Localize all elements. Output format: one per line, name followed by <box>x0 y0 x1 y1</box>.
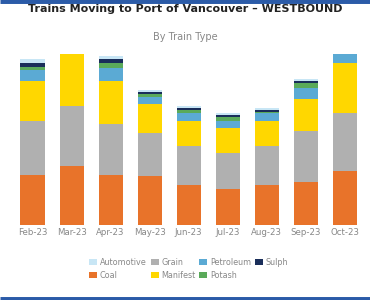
Bar <box>98 124 123 175</box>
Bar <box>333 63 357 113</box>
Bar <box>60 27 84 32</box>
Bar <box>176 113 201 121</box>
Bar <box>138 176 162 225</box>
Bar <box>176 108 201 110</box>
Bar <box>20 81 45 121</box>
Bar <box>60 32 84 40</box>
Bar <box>216 115 240 117</box>
Text: By Train Type: By Train Type <box>153 32 217 41</box>
Bar <box>216 117 240 121</box>
Bar <box>294 88 318 99</box>
Bar <box>60 106 84 166</box>
Bar <box>255 113 279 121</box>
Bar <box>98 63 123 68</box>
Bar <box>60 52 84 106</box>
Bar <box>294 79 318 81</box>
Bar <box>294 182 318 225</box>
Bar <box>255 108 279 110</box>
Bar <box>333 38 357 41</box>
Bar <box>20 67 45 70</box>
Bar <box>20 63 45 67</box>
Bar <box>138 104 162 133</box>
Bar <box>176 106 201 108</box>
Bar <box>333 171 357 225</box>
Bar <box>294 81 318 83</box>
Bar <box>60 166 84 225</box>
Bar <box>255 110 279 112</box>
Bar <box>20 121 45 175</box>
Bar <box>98 175 123 225</box>
Bar <box>333 113 357 171</box>
Bar <box>138 133 162 176</box>
Bar <box>294 83 318 88</box>
Bar <box>138 90 162 92</box>
Bar <box>333 47 357 52</box>
Bar <box>176 146 201 185</box>
Bar <box>255 146 279 185</box>
Bar <box>216 153 240 189</box>
Bar <box>333 52 357 63</box>
Bar <box>333 41 357 47</box>
Bar <box>20 175 45 225</box>
Bar <box>294 131 318 182</box>
Bar <box>98 81 123 124</box>
Bar <box>20 59 45 63</box>
Bar <box>98 68 123 81</box>
Bar <box>98 56 123 59</box>
Bar <box>138 94 162 97</box>
Bar <box>20 70 45 81</box>
Bar <box>60 40 84 52</box>
Bar <box>216 128 240 153</box>
Bar <box>216 189 240 225</box>
Bar <box>176 110 201 113</box>
Bar <box>176 185 201 225</box>
Bar <box>255 121 279 146</box>
Bar <box>255 185 279 225</box>
Bar <box>98 59 123 63</box>
Bar <box>255 112 279 113</box>
Bar <box>176 121 201 146</box>
Text: Trains Moving to Port of Vancouver – WESTBOUND: Trains Moving to Port of Vancouver – WES… <box>28 4 342 14</box>
Bar <box>216 121 240 128</box>
Bar <box>294 99 318 131</box>
Bar <box>60 23 84 27</box>
Bar <box>216 113 240 115</box>
Legend: Automotive, Coal, Grain, Manifest, Petroleum, Potash, Sulph: Automotive, Coal, Grain, Manifest, Petro… <box>86 255 291 283</box>
Bar <box>138 92 162 94</box>
Bar <box>138 97 162 104</box>
